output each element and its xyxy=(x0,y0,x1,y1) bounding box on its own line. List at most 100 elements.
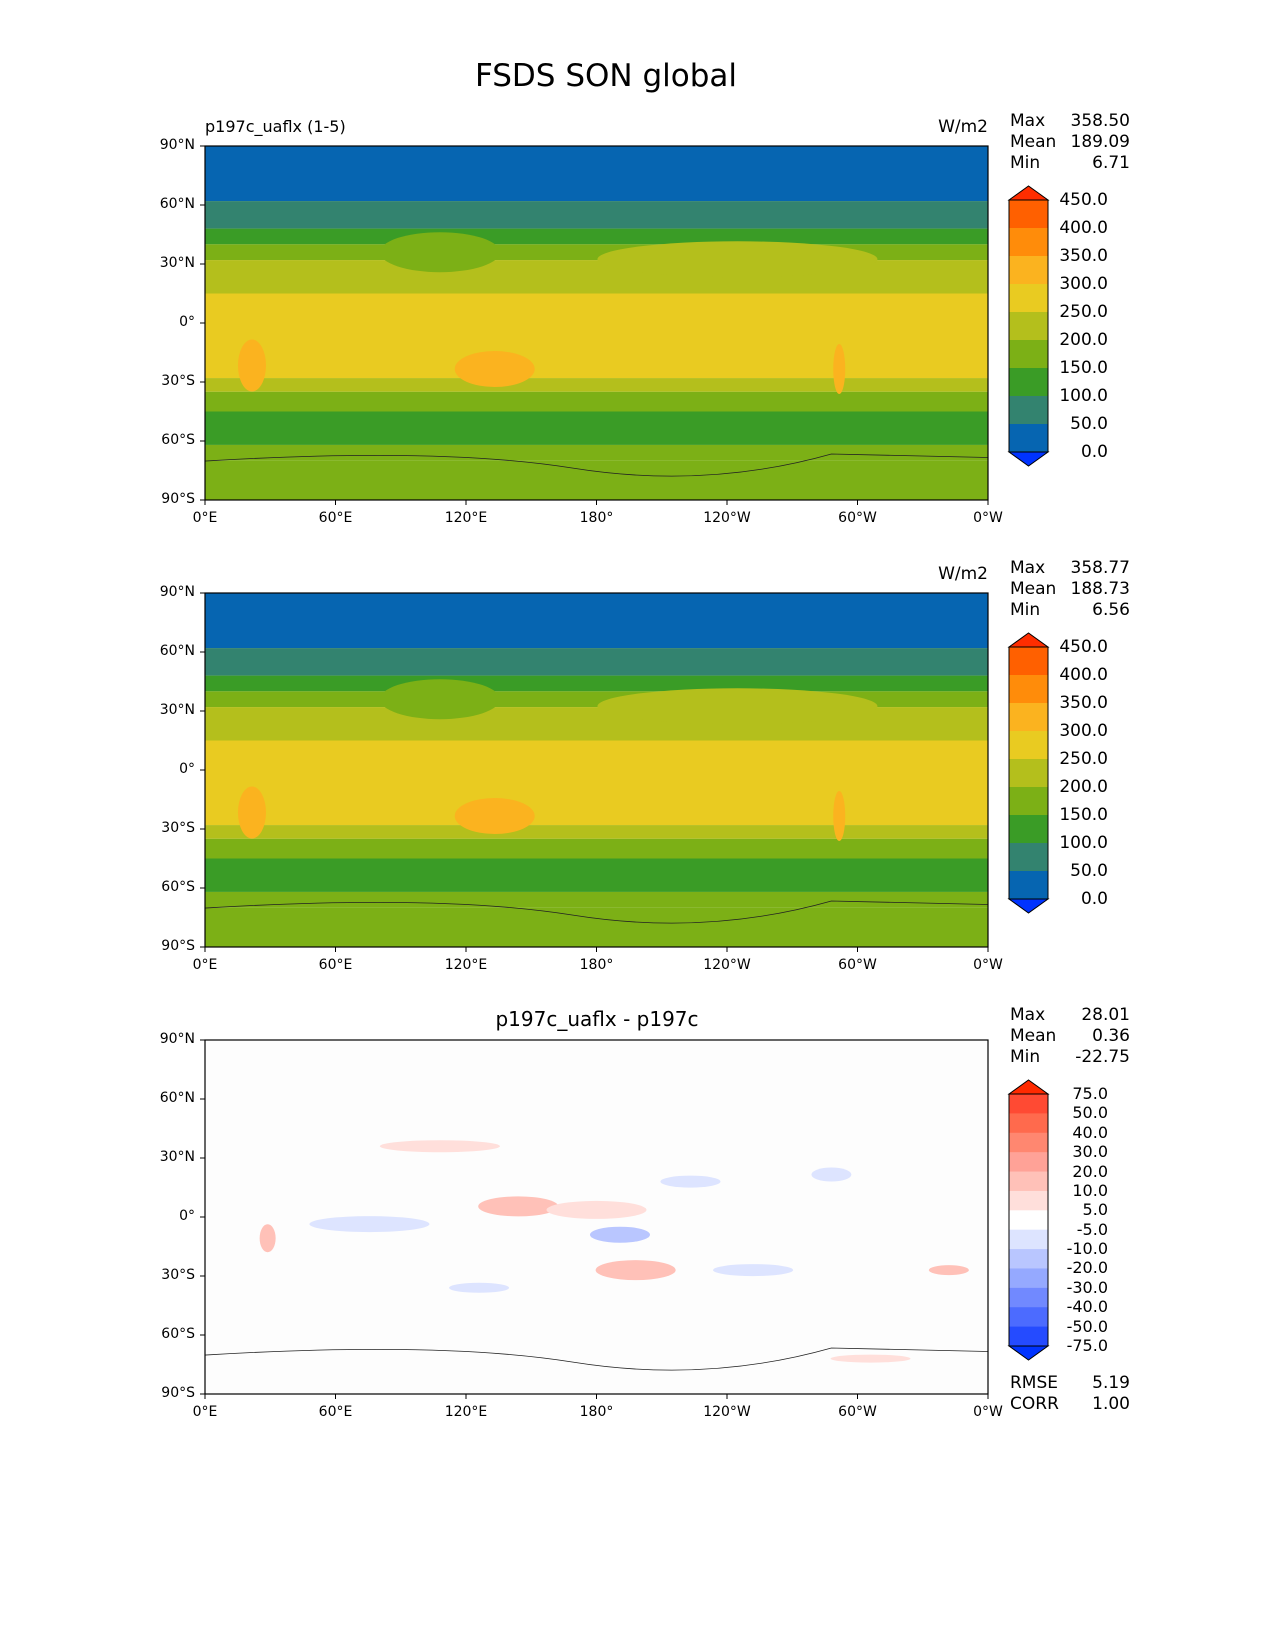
stat-label: Mean xyxy=(1010,132,1057,152)
field-band xyxy=(205,146,988,202)
x-tick-label: 120°W xyxy=(703,957,751,973)
y-tick-label: 0° xyxy=(179,314,195,330)
field-band xyxy=(205,891,988,908)
colorbar-label: 150.0 xyxy=(1059,805,1108,825)
y-tick-label: 0° xyxy=(179,761,195,777)
colorbar-label: 400.0 xyxy=(1059,665,1108,685)
colorbar-swatch xyxy=(1009,1094,1048,1114)
stat-label: Min xyxy=(1010,600,1041,620)
colorbar-label: 300.0 xyxy=(1059,274,1108,294)
stat-value: 188.73 xyxy=(1070,579,1130,599)
colorbar-swatch xyxy=(1009,228,1048,257)
colorbar-label: -30.0 xyxy=(1066,1277,1108,1297)
x-tick-label: 60°E xyxy=(318,957,353,973)
x-tick-label: 60°W xyxy=(838,510,877,526)
colorbar-extend-max xyxy=(1007,632,1050,648)
colorbar-swatch xyxy=(1009,256,1048,285)
x-tick-label: 120°E xyxy=(444,1404,488,1420)
field-patch xyxy=(379,679,500,720)
colorbar-swatch xyxy=(1009,284,1048,313)
field-band xyxy=(205,838,988,859)
y-tick-label: 60°S xyxy=(161,879,195,895)
difference-blob xyxy=(589,1226,650,1243)
field-band xyxy=(205,378,988,392)
x-tick-label: 60°W xyxy=(838,1404,877,1420)
x-tick-label: 0°W xyxy=(973,957,1003,973)
difference-blob xyxy=(478,1196,559,1217)
y-tick-label: 90°N xyxy=(159,584,195,600)
panel-center-title: p197c_uaflx - p197c xyxy=(495,1007,699,1031)
field-band xyxy=(205,907,988,947)
stat-value: 189.09 xyxy=(1070,132,1130,152)
field-band xyxy=(205,391,988,412)
x-tick-label: 120°E xyxy=(444,510,488,526)
stat-value: 358.77 xyxy=(1070,558,1130,578)
colorbar-label: 300.0 xyxy=(1059,721,1108,741)
field-band xyxy=(205,675,988,692)
field-patch xyxy=(833,791,846,842)
stat-label: Mean xyxy=(1010,1026,1057,1046)
colorbar-swatch xyxy=(1009,1190,1048,1211)
field-band xyxy=(205,411,988,445)
y-tick-label: 30°N xyxy=(159,702,195,718)
colorbar-swatch xyxy=(1009,871,1048,900)
difference-blob xyxy=(259,1224,276,1253)
field-patch xyxy=(454,798,535,835)
colorbar-label: 400.0 xyxy=(1059,218,1108,238)
field-band xyxy=(205,648,988,676)
colorbar-extend-min xyxy=(1007,898,1050,914)
colorbar-swatch xyxy=(1009,1249,1048,1269)
difference-blob xyxy=(449,1282,510,1293)
field-patch xyxy=(833,344,846,395)
colorbar-label: 150.0 xyxy=(1059,358,1108,378)
stat-label: Min xyxy=(1010,153,1041,173)
colorbar-label: 5.0 xyxy=(1082,1200,1108,1220)
colorbar-swatch xyxy=(1009,1113,1048,1134)
difference-blob xyxy=(379,1140,500,1153)
field-band xyxy=(205,228,988,245)
colorbar-label: 50.0 xyxy=(1072,1103,1108,1123)
stat-value: 358.50 xyxy=(1070,111,1130,131)
metric-label: RMSE xyxy=(1010,1373,1059,1393)
stat-value: 0.36 xyxy=(1092,1026,1130,1046)
field-band xyxy=(205,201,988,229)
field-patch xyxy=(597,241,878,278)
y-tick-label: 60°S xyxy=(161,432,195,448)
colorbar-label: 0.0 xyxy=(1080,889,1108,909)
colorbar-label: 250.0 xyxy=(1059,302,1108,322)
panel-left-title: p197c_uaflx (1-5) xyxy=(205,117,346,136)
colorbar-frame xyxy=(1008,1093,1049,1347)
colorbar-swatch xyxy=(1009,675,1048,704)
stat-value: 6.56 xyxy=(1092,600,1130,620)
colorbar-label: -5.0 xyxy=(1076,1219,1108,1239)
difference-blob xyxy=(309,1216,430,1233)
colorbar-label: 10.0 xyxy=(1072,1180,1108,1200)
colorbar-swatch xyxy=(1009,312,1048,341)
colorbar-extend-max xyxy=(1007,1079,1050,1095)
colorbar-swatch xyxy=(1009,424,1048,453)
y-tick-label: 30°S xyxy=(161,1267,195,1283)
stat-label: Mean xyxy=(1010,579,1057,599)
field-band xyxy=(205,825,988,839)
colorbar-label: 350.0 xyxy=(1059,246,1108,266)
field-patch xyxy=(454,351,535,388)
colorbar-swatch xyxy=(1009,787,1048,816)
colorbar-swatch xyxy=(1009,200,1048,229)
field-band xyxy=(205,593,988,649)
colorbar-swatch xyxy=(1009,1326,1048,1347)
difference-blob xyxy=(830,1354,911,1363)
colorbar-swatch xyxy=(1009,703,1048,732)
coastline xyxy=(204,1347,989,1371)
colorbar-label: 0.0 xyxy=(1080,442,1108,462)
panel-units: W/m2 xyxy=(938,564,988,584)
stat-label: Max xyxy=(1010,1005,1046,1025)
y-tick-label: 60°N xyxy=(159,643,195,659)
field-patch xyxy=(237,339,266,392)
x-tick-label: 0°E xyxy=(192,957,218,973)
colorbar-extend-min xyxy=(1007,451,1050,467)
colorbar-swatch xyxy=(1009,1152,1048,1173)
colorbar-label: 200.0 xyxy=(1059,777,1108,797)
colorbar-label: 100.0 xyxy=(1059,833,1108,853)
colorbar-frame xyxy=(1008,646,1049,900)
